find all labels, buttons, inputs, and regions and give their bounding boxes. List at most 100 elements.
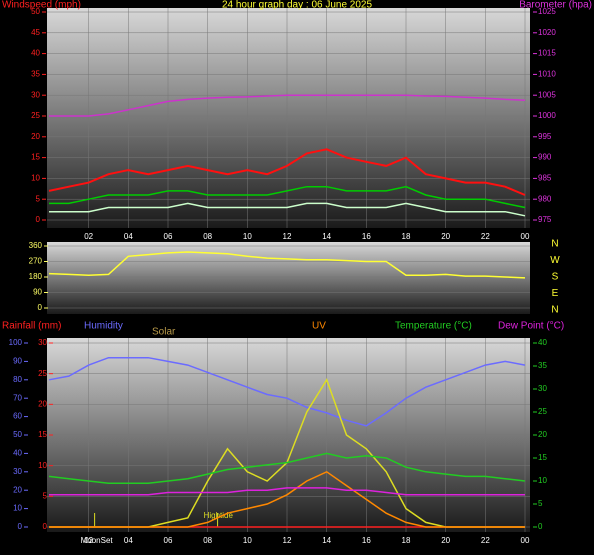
y2-tick-label: 1010 bbox=[538, 70, 556, 79]
y3-tick-label: 40 bbox=[13, 449, 22, 458]
x-tick-label: 16 bbox=[362, 232, 371, 241]
y-tick-label: 15 bbox=[31, 153, 40, 162]
y2-tick-label: 995 bbox=[538, 132, 552, 141]
y3-tick-label: 0 bbox=[18, 522, 23, 531]
y-tick-label: 10 bbox=[38, 461, 47, 470]
y3-tick-label: 30 bbox=[13, 467, 22, 476]
y-tick-label: 360 bbox=[29, 241, 43, 250]
x-tick-label: 14 bbox=[322, 536, 331, 545]
y-tick-label: 180 bbox=[29, 272, 43, 281]
y2-tick-label: 5 bbox=[538, 499, 543, 508]
y2-tick-label: 980 bbox=[538, 194, 552, 203]
y2-tick-label: 40 bbox=[538, 338, 547, 347]
y3-tick-label: 100 bbox=[9, 338, 23, 347]
y2-tick-label: 990 bbox=[538, 153, 552, 162]
series-label: Dew Point (°C) bbox=[498, 321, 564, 332]
y-tick-label: 20 bbox=[31, 132, 40, 141]
y2-tick-label: 35 bbox=[538, 361, 547, 370]
y-tick-label: 5 bbox=[36, 194, 41, 203]
x-tick-label: 10 bbox=[243, 536, 252, 545]
series-label: Rainfall (mm) bbox=[2, 321, 61, 332]
series-line bbox=[48, 148, 526, 196]
y-tick-label: 0 bbox=[36, 215, 41, 224]
series-line bbox=[49, 185, 526, 209]
y-tick-label: 40 bbox=[31, 49, 40, 58]
y2-tick-label: 1020 bbox=[538, 28, 556, 37]
y-tick-label: 25 bbox=[31, 111, 40, 120]
compass-label: N bbox=[551, 305, 558, 316]
x-tick-label: 12 bbox=[283, 232, 292, 241]
y3-tick-label: 70 bbox=[13, 393, 22, 402]
y3-tick-label: 60 bbox=[13, 412, 22, 421]
x-tick-label: 14 bbox=[322, 232, 331, 241]
series-line bbox=[48, 452, 526, 485]
x-tick-label: 20 bbox=[441, 232, 450, 241]
x-tick-label: 00 bbox=[521, 232, 530, 241]
title: 24 hour graph day : 06 June 2025 bbox=[222, 0, 373, 11]
y2-tick-label: 25 bbox=[538, 407, 547, 416]
series-line bbox=[48, 356, 526, 427]
x-tick-label: 16 bbox=[362, 536, 371, 545]
y-tick-label: 90 bbox=[33, 288, 42, 297]
series-label: UV bbox=[312, 321, 326, 332]
x-tick-label: 06 bbox=[164, 232, 173, 241]
y2-tick-label: 1015 bbox=[538, 49, 556, 58]
series-label: Humidity bbox=[84, 321, 123, 332]
y-tick-label: 0 bbox=[43, 522, 48, 531]
y2-tick-label: 10 bbox=[538, 476, 547, 485]
series-line bbox=[49, 470, 525, 528]
annotation: Hightide bbox=[204, 511, 234, 520]
annotation: MoonSet bbox=[81, 536, 114, 545]
x-tick-label: 22 bbox=[481, 232, 490, 241]
y-tick-label: 10 bbox=[31, 174, 40, 183]
x-tick-label: 00 bbox=[521, 536, 530, 545]
series-line bbox=[49, 94, 526, 117]
x-tick-label: 12 bbox=[283, 536, 292, 545]
y3-tick-label: 50 bbox=[13, 430, 22, 439]
compass-label: W bbox=[550, 255, 560, 266]
x-tick-label: 08 bbox=[203, 536, 212, 545]
x-tick-label: 08 bbox=[203, 232, 212, 241]
y-tick-label: 30 bbox=[38, 338, 47, 347]
compass-label: S bbox=[552, 272, 559, 283]
compass-label: E bbox=[552, 288, 559, 299]
y3-tick-label: 90 bbox=[13, 357, 22, 366]
y-tick-label: 25 bbox=[38, 369, 47, 378]
y2-tick-label: 1005 bbox=[538, 90, 556, 99]
y2-tick-label: 15 bbox=[538, 453, 547, 462]
y-tick-label: 50 bbox=[31, 7, 40, 16]
y-tick-label: 270 bbox=[29, 257, 43, 266]
y-axis-label: Windspeed (mph) bbox=[2, 0, 81, 11]
y2-tick-label: 20 bbox=[538, 430, 547, 439]
y-tick-label: 30 bbox=[31, 90, 40, 99]
y2-tick-label: 30 bbox=[538, 384, 547, 393]
y-tick-label: 35 bbox=[31, 70, 40, 79]
x-tick-label: 04 bbox=[124, 232, 133, 241]
x-tick-label: 18 bbox=[402, 232, 411, 241]
y3-tick-label: 20 bbox=[13, 485, 22, 494]
y2-tick-label: 985 bbox=[538, 174, 552, 183]
y3-tick-label: 10 bbox=[13, 504, 22, 513]
y2-axis-label: Barometer (hpa) bbox=[519, 0, 592, 11]
y-tick-label: 15 bbox=[38, 430, 47, 439]
series-line bbox=[49, 487, 525, 496]
plot-area bbox=[47, 242, 530, 314]
x-tick-label: 04 bbox=[124, 536, 133, 545]
y2-tick-label: 975 bbox=[538, 215, 552, 224]
y2-tick-label: 1000 bbox=[538, 111, 556, 120]
x-tick-label: 02 bbox=[84, 232, 93, 241]
series-line bbox=[49, 202, 526, 217]
series-line bbox=[48, 251, 526, 279]
y3-tick-label: 80 bbox=[13, 375, 22, 384]
x-tick-label: 18 bbox=[402, 536, 411, 545]
compass-label: N bbox=[551, 239, 558, 250]
y2-tick-label: 1025 bbox=[538, 7, 556, 16]
y-tick-label: 20 bbox=[38, 399, 47, 408]
y-tick-label: 0 bbox=[38, 303, 43, 312]
y-tick-label: 5 bbox=[43, 491, 48, 500]
x-tick-label: 10 bbox=[243, 232, 252, 241]
x-tick-label: 02 bbox=[84, 536, 93, 545]
series-label: Solar bbox=[152, 327, 176, 338]
